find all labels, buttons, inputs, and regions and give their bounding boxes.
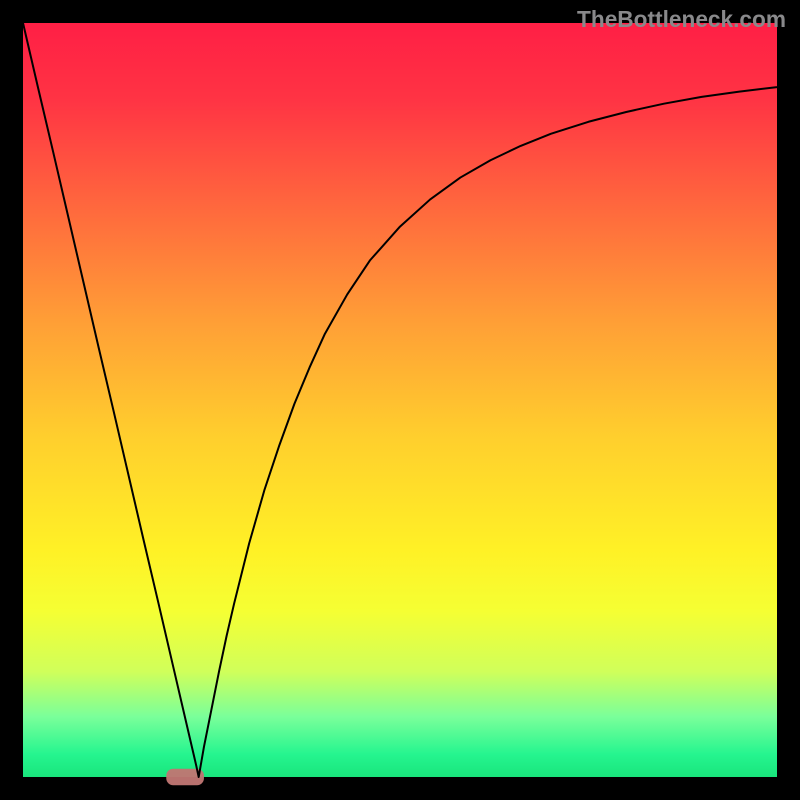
chart-svg <box>0 0 800 800</box>
chart-container: TheBottleneck.com <box>0 0 800 800</box>
attribution-text: TheBottleneck.com <box>577 6 786 33</box>
chart-background <box>23 23 777 777</box>
